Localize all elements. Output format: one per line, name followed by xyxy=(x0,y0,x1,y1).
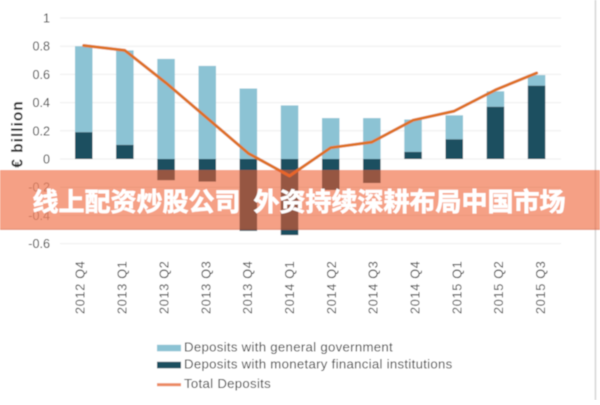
svg-text:2014 Q3: 2014 Q3 xyxy=(367,260,381,314)
svg-text:2014 Q2: 2014 Q2 xyxy=(325,260,339,314)
svg-text:2015 Q3: 2015 Q3 xyxy=(534,260,548,314)
svg-text:2012 Q4: 2012 Q4 xyxy=(74,260,88,314)
svg-text:€ billion: € billion xyxy=(10,100,27,168)
svg-text:2013 Q3: 2013 Q3 xyxy=(199,260,213,314)
svg-text:2015 Q1: 2015 Q1 xyxy=(450,260,464,314)
svg-text:1: 1 xyxy=(43,12,50,26)
svg-text:0.6: 0.6 xyxy=(32,68,50,82)
svg-text:-0.6: -0.6 xyxy=(28,237,50,251)
svg-text:2014 Q1: 2014 Q1 xyxy=(283,260,297,314)
svg-text:2014 Q4: 2014 Q4 xyxy=(409,260,423,314)
svg-text:2013 Q2: 2013 Q2 xyxy=(157,260,171,314)
svg-text:0: 0 xyxy=(43,153,50,167)
svg-text:2015 Q2: 2015 Q2 xyxy=(492,260,506,314)
svg-text:2013 Q4: 2013 Q4 xyxy=(241,260,255,314)
svg-text:Deposits with general governme: Deposits with general government xyxy=(184,340,393,355)
svg-text:0.2: 0.2 xyxy=(32,124,50,138)
svg-text:0.8: 0.8 xyxy=(32,40,50,54)
svg-text:0.4: 0.4 xyxy=(32,96,50,110)
svg-text:Deposits with monetary financi: Deposits with monetary financial institu… xyxy=(184,357,453,372)
svg-text:2013 Q1: 2013 Q1 xyxy=(116,260,130,314)
svg-text:Total Deposits: Total Deposits xyxy=(184,376,271,391)
